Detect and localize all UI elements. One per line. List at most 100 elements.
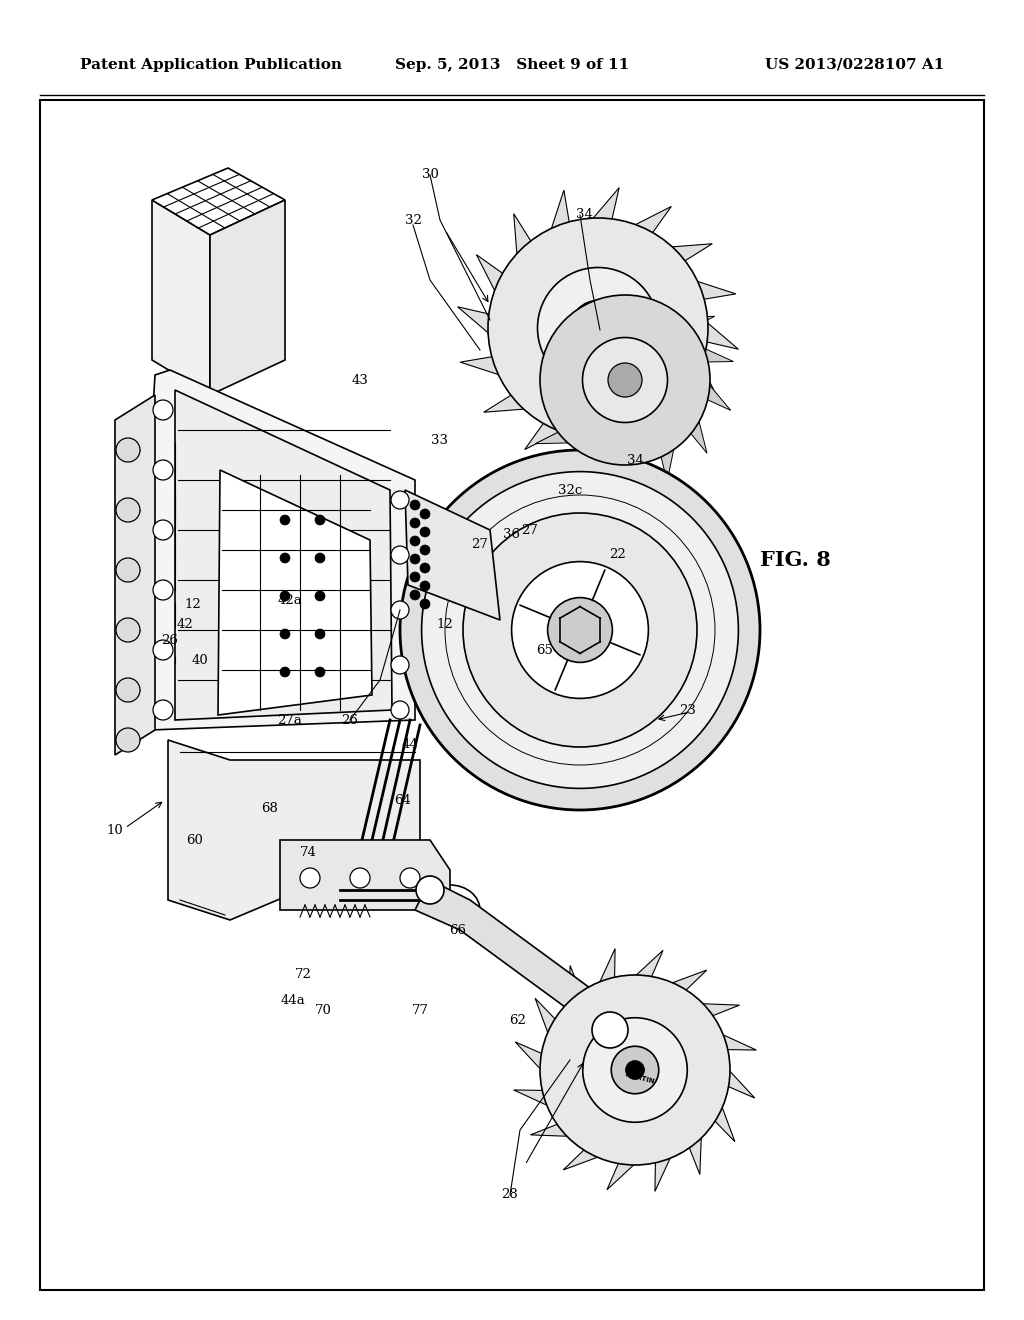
Text: 27: 27: [521, 524, 539, 536]
Text: 33: 33: [431, 433, 449, 446]
Circle shape: [116, 438, 140, 462]
Circle shape: [611, 1047, 658, 1094]
Circle shape: [420, 545, 430, 554]
Polygon shape: [687, 279, 736, 301]
Polygon shape: [659, 441, 676, 482]
Polygon shape: [483, 391, 535, 412]
Circle shape: [280, 553, 290, 564]
Polygon shape: [516, 397, 555, 416]
Circle shape: [153, 700, 173, 719]
Polygon shape: [660, 244, 713, 265]
Text: 28: 28: [502, 1188, 518, 1201]
Circle shape: [391, 656, 409, 675]
Circle shape: [116, 618, 140, 642]
Polygon shape: [665, 970, 707, 994]
Circle shape: [420, 564, 430, 573]
Text: 27: 27: [472, 539, 488, 552]
Circle shape: [300, 869, 319, 888]
Text: 64: 64: [394, 793, 412, 807]
Text: 74: 74: [300, 846, 316, 859]
Polygon shape: [687, 355, 720, 401]
Circle shape: [416, 876, 444, 904]
Polygon shape: [577, 429, 610, 469]
Polygon shape: [568, 965, 583, 1011]
Circle shape: [410, 500, 420, 510]
Text: 34: 34: [575, 209, 593, 222]
Text: 77: 77: [412, 1003, 428, 1016]
Text: 34: 34: [627, 454, 643, 466]
Circle shape: [400, 869, 420, 888]
Circle shape: [420, 527, 430, 537]
Circle shape: [153, 579, 173, 601]
Text: 42a: 42a: [278, 594, 302, 606]
Polygon shape: [715, 1031, 757, 1051]
Text: 66: 66: [450, 924, 467, 936]
Polygon shape: [695, 345, 733, 362]
Text: 68: 68: [261, 801, 279, 814]
Polygon shape: [630, 950, 664, 982]
Polygon shape: [694, 1003, 739, 1018]
Polygon shape: [530, 1122, 575, 1137]
Circle shape: [315, 553, 325, 564]
Circle shape: [570, 301, 626, 355]
Text: 44: 44: [401, 738, 419, 751]
Polygon shape: [574, 279, 591, 319]
Polygon shape: [607, 1158, 640, 1189]
Circle shape: [420, 599, 430, 609]
Circle shape: [626, 1060, 644, 1080]
Polygon shape: [514, 1090, 555, 1109]
Polygon shape: [626, 417, 648, 466]
Circle shape: [422, 471, 738, 788]
Circle shape: [280, 667, 290, 677]
Polygon shape: [148, 370, 415, 730]
Polygon shape: [168, 741, 420, 920]
Text: 26: 26: [342, 714, 358, 726]
Text: 42: 42: [176, 619, 194, 631]
Circle shape: [410, 517, 420, 528]
Text: 72: 72: [295, 969, 311, 982]
Text: 30: 30: [422, 169, 438, 181]
Circle shape: [153, 520, 173, 540]
Circle shape: [315, 591, 325, 601]
Polygon shape: [152, 168, 285, 235]
Circle shape: [153, 640, 173, 660]
Circle shape: [608, 363, 642, 397]
Text: 32c: 32c: [558, 483, 582, 496]
Circle shape: [400, 450, 760, 810]
Polygon shape: [280, 840, 450, 909]
Text: MARTIN: MARTIN: [583, 306, 613, 319]
Text: 27a: 27a: [278, 714, 302, 726]
Polygon shape: [626, 206, 672, 239]
Polygon shape: [723, 1065, 755, 1098]
Polygon shape: [586, 187, 620, 227]
Circle shape: [280, 630, 290, 639]
Polygon shape: [687, 1129, 701, 1175]
Text: US 2013/0228107 A1: US 2013/0228107 A1: [765, 58, 944, 73]
Polygon shape: [415, 880, 620, 1040]
Circle shape: [280, 515, 290, 525]
Polygon shape: [548, 190, 570, 239]
Polygon shape: [711, 1100, 735, 1142]
Text: 43: 43: [351, 374, 369, 387]
Circle shape: [391, 601, 409, 619]
Text: 44a: 44a: [281, 994, 305, 1006]
Circle shape: [538, 268, 658, 388]
Circle shape: [540, 975, 730, 1166]
Polygon shape: [536, 998, 559, 1041]
Text: 23: 23: [680, 704, 696, 717]
Text: 70: 70: [314, 1003, 332, 1016]
Polygon shape: [618, 457, 644, 490]
Circle shape: [116, 678, 140, 702]
Circle shape: [463, 513, 697, 747]
Polygon shape: [175, 389, 392, 719]
Polygon shape: [514, 214, 535, 265]
Text: 32: 32: [404, 214, 422, 227]
Text: 60: 60: [186, 833, 204, 846]
Circle shape: [116, 558, 140, 582]
Text: MARTIN: MARTIN: [625, 1071, 655, 1085]
Text: Patent Application Publication: Patent Application Publication: [80, 58, 342, 73]
Circle shape: [583, 338, 668, 422]
Polygon shape: [641, 284, 678, 309]
Circle shape: [592, 1012, 628, 1048]
Polygon shape: [606, 271, 631, 304]
